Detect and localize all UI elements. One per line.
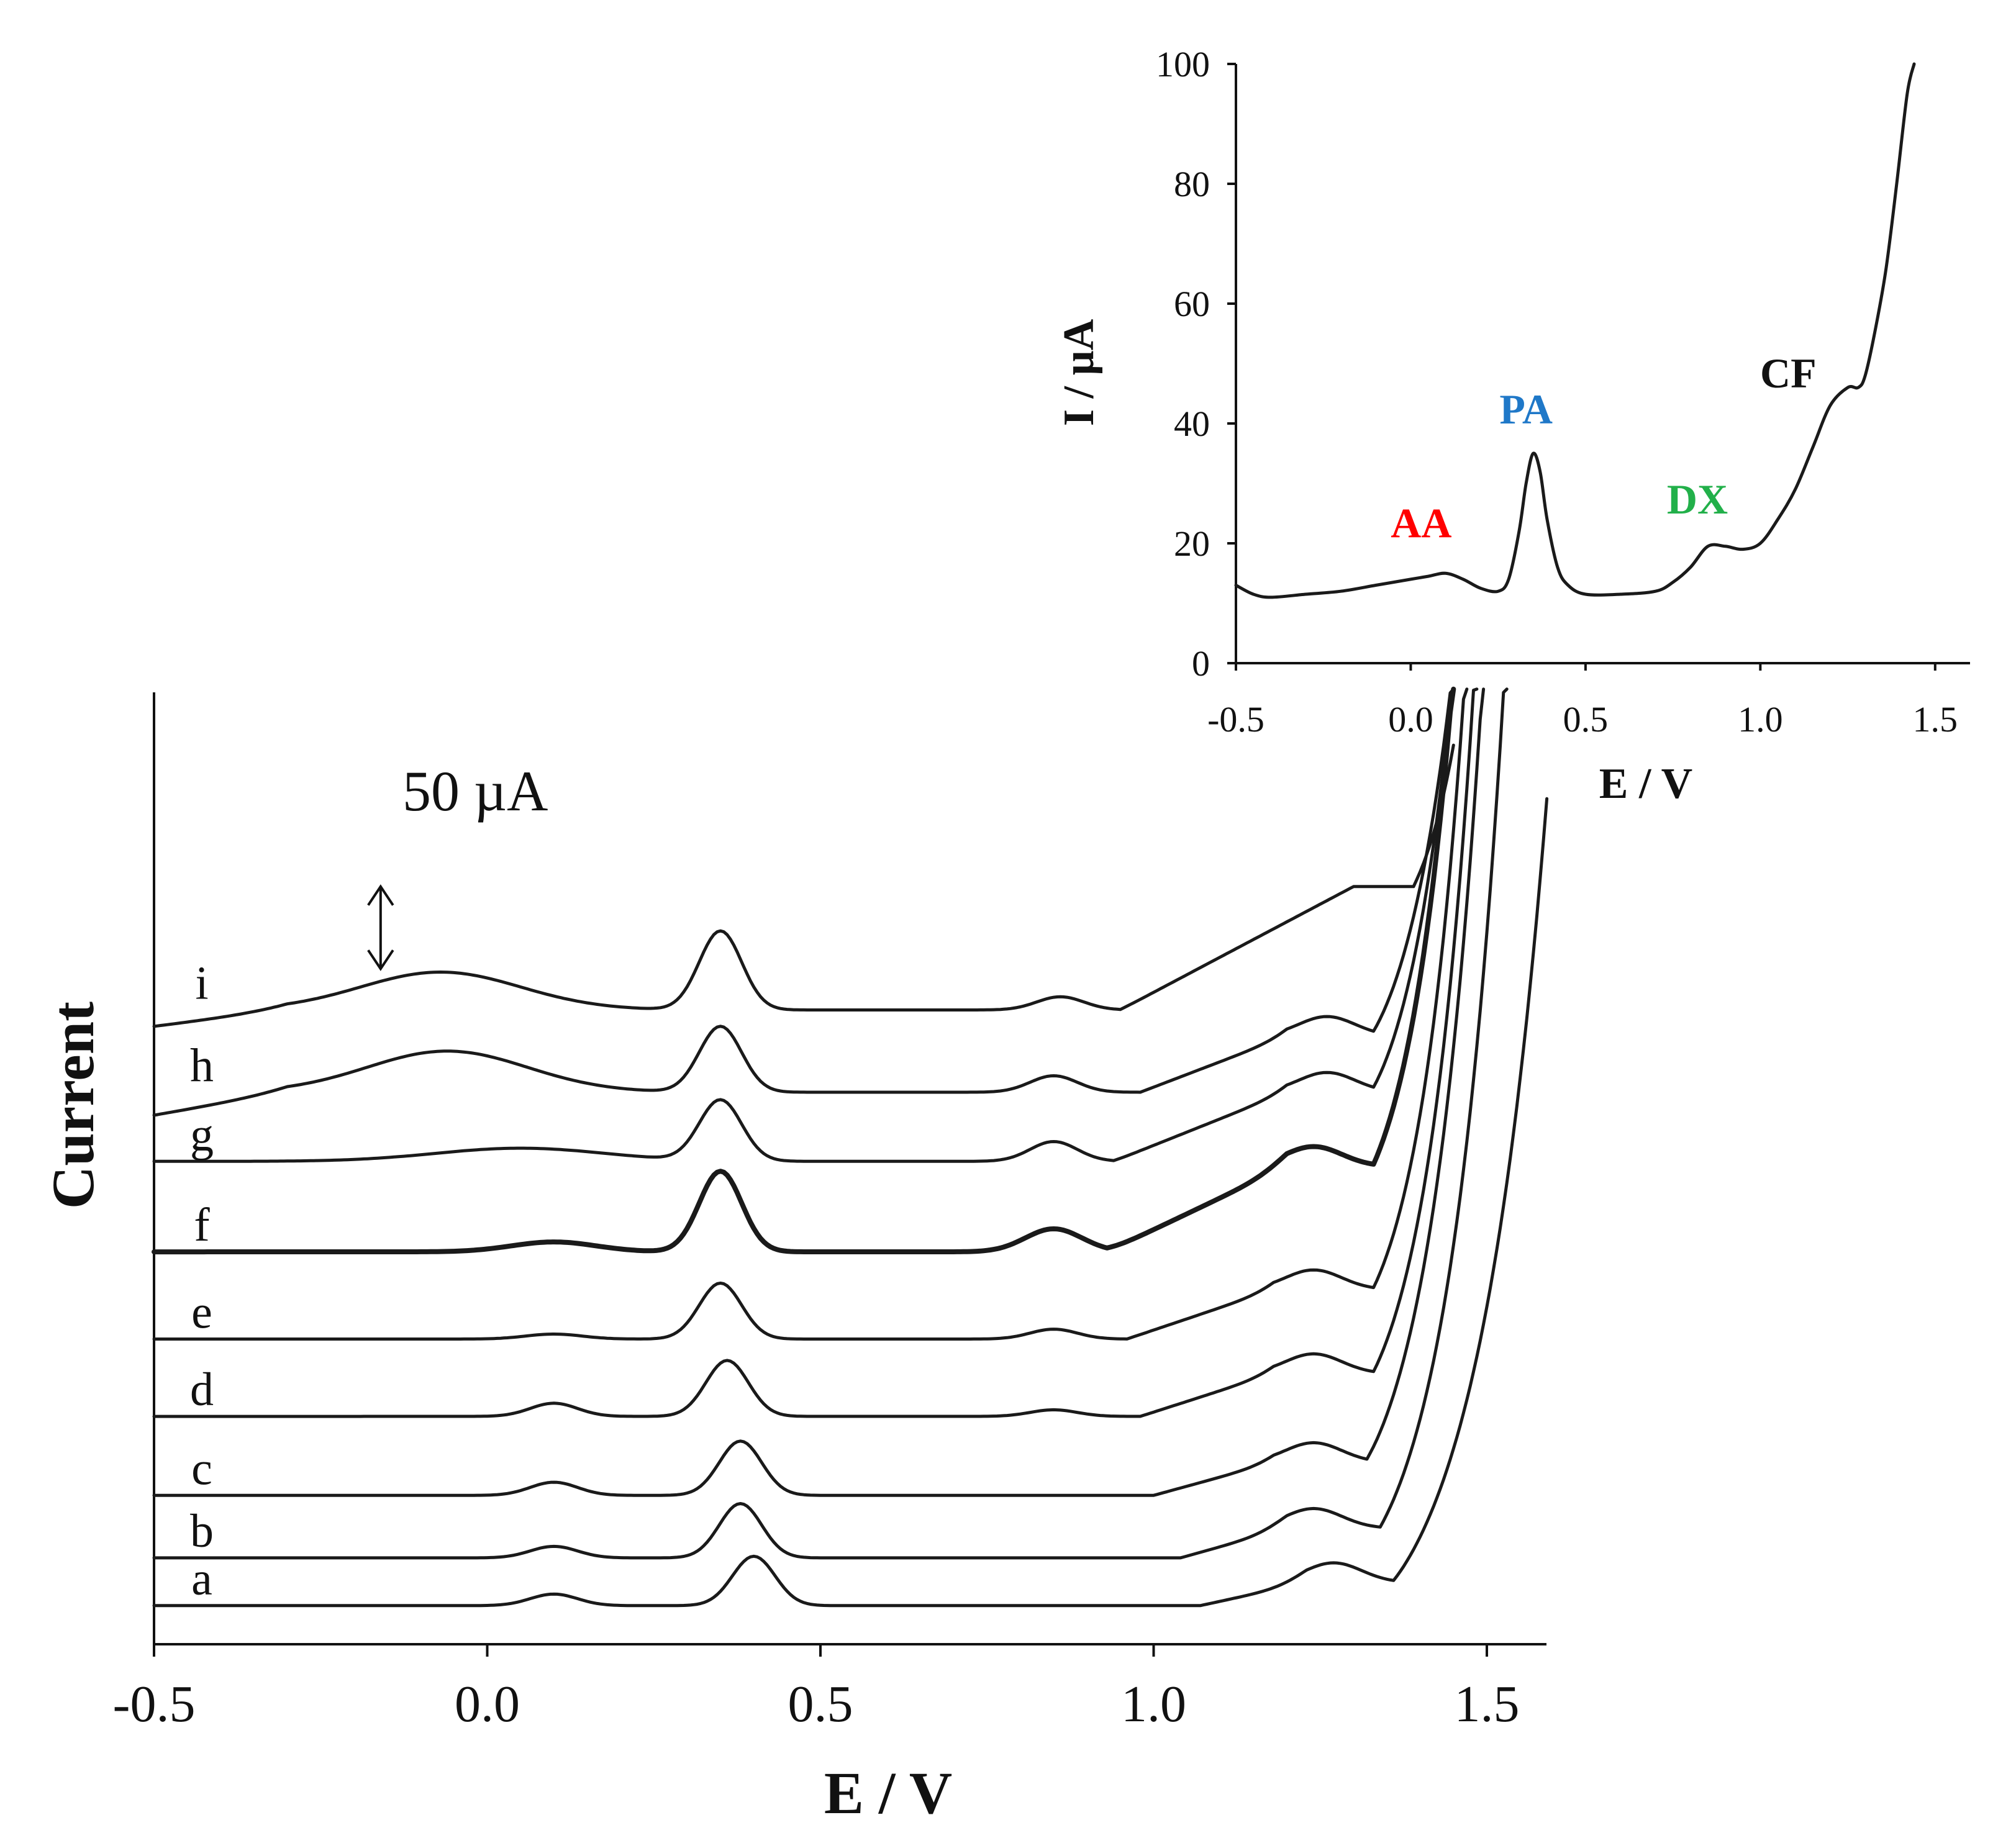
curve-label-i: i	[195, 957, 208, 1010]
scale-bar-label: 50 µA	[402, 759, 548, 823]
main-x-tick-label: -0.5	[113, 1675, 196, 1733]
main-x-tick-label: 0.5	[788, 1675, 853, 1733]
inset-x-tick-label: 1.0	[1738, 699, 1783, 740]
curve-e	[152, 687, 1469, 1341]
main-curves	[152, 686, 1549, 1608]
annotation-cf: CF	[1760, 350, 1817, 397]
inset-x-tick-label: 1.5	[1913, 699, 1958, 740]
inset-y-axis-title: I / µA	[1055, 319, 1103, 426]
inset-y-ticks: 0 20 40 60 80 100	[1156, 44, 1236, 684]
inset-plot: -0.5 0.0 0.5 1.0 1.5 0 20 40 60 80 100 AA PA DX CF E…	[1055, 44, 1970, 808]
curve-f	[152, 686, 1456, 1255]
inset-y-tick-label: 40	[1174, 404, 1210, 444]
main-x-tick-label: 0.0	[455, 1675, 520, 1733]
main-x-axis-title: E / V	[824, 1760, 952, 1826]
inset-y-tick-label: 80	[1174, 164, 1210, 204]
curve-label-f: f	[194, 1199, 210, 1251]
annotation-dx: DX	[1667, 476, 1728, 523]
main-y-axis-title: Current	[40, 1002, 106, 1209]
curve-a	[152, 797, 1549, 1608]
scale-bar-bottom-arrow	[367, 949, 394, 971]
annotation-pa: PA	[1499, 386, 1553, 433]
curve-g	[152, 687, 1455, 1163]
curve-d	[152, 687, 1479, 1418]
main-x-tick-label: 1.0	[1121, 1675, 1186, 1733]
main-x-tick-label: 1.5	[1455, 1675, 1520, 1733]
inset-curve	[1234, 62, 1916, 599]
curve-label-e: e	[191, 1287, 212, 1339]
inset-x-tick-label: 0.5	[1563, 699, 1609, 740]
inset-y-tick-label: 20	[1174, 523, 1210, 564]
inset-x-tick-label: -0.5	[1207, 699, 1265, 740]
curve-i	[152, 743, 1455, 1028]
inset-y-tick-label: 60	[1174, 284, 1210, 324]
scale-bar: 50 µA	[367, 759, 548, 971]
curve-h	[152, 687, 1455, 1117]
curve-label-c: c	[191, 1442, 212, 1495]
annotation-aa: AA	[1391, 499, 1451, 546]
curve-c	[152, 687, 1486, 1497]
curve-label-h: h	[190, 1039, 214, 1092]
curve-b	[152, 687, 1509, 1560]
inset-annotations: AA PA DX CF	[1391, 350, 1816, 546]
inset-x-tick-label: 0.0	[1388, 699, 1433, 740]
curve-label-g: g	[190, 1108, 214, 1161]
inset-x-ticks: -0.5 0.0 0.5 1.0 1.5	[1207, 663, 1958, 740]
inset-x-axis-title: E / V	[1599, 760, 1692, 808]
inset-y-tick-label: 100	[1156, 44, 1210, 84]
curve-label-b: b	[190, 1505, 214, 1557]
main-x-ticks: -0.5 0.0 0.5 1.0 1.5	[113, 1644, 1520, 1733]
inset-y-tick-label: 0	[1192, 643, 1210, 684]
curve-label-a: a	[191, 1553, 212, 1605]
curve-label-d: d	[190, 1364, 214, 1416]
scale-bar-top-arrow	[367, 884, 394, 906]
